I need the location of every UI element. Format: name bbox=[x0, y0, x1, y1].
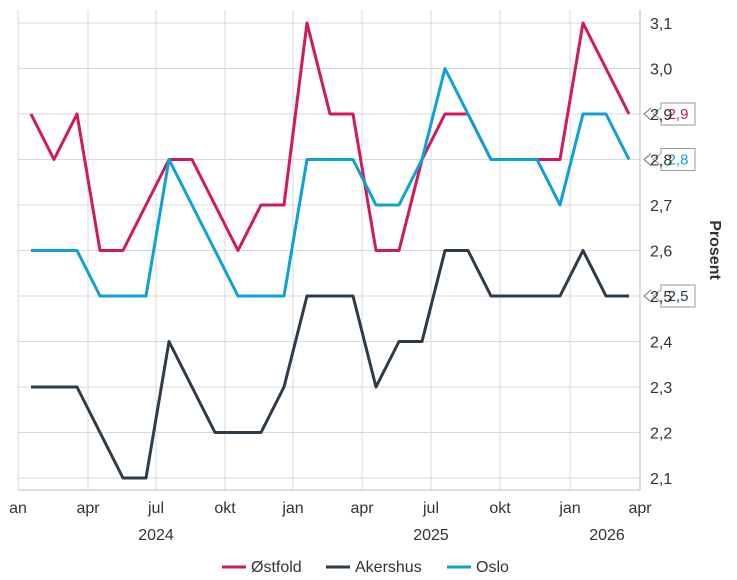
y-tick-label: 2,3 bbox=[650, 380, 672, 397]
y-tick-label: 2,9 bbox=[650, 107, 672, 124]
end-callout-box-oslo bbox=[652, 148, 696, 171]
end-callout-pointer bbox=[643, 289, 652, 303]
x-tick-label: jul bbox=[422, 500, 439, 517]
x-tick-label: apr bbox=[350, 500, 374, 517]
x-tick-label: jan bbox=[281, 500, 303, 517]
x-tick-label: apr bbox=[628, 500, 652, 517]
legend-item-ostfold[interactable]: Østfold bbox=[222, 559, 302, 576]
end-callout-label-akershus: 2,5 bbox=[668, 288, 689, 305]
legend-label: Akershus bbox=[355, 559, 422, 576]
y-tick-label: 2,5 bbox=[650, 289, 672, 306]
x-tick-label: okt bbox=[489, 500, 511, 517]
x-tick-label: an bbox=[9, 500, 27, 517]
x-tick-label: okt bbox=[214, 500, 236, 517]
y-tick-label: 2,6 bbox=[650, 244, 672, 261]
series-layer bbox=[29, 21, 631, 480]
end-value-callouts: 2,9 2,5 2,8 bbox=[643, 102, 696, 308]
series-line-akershus bbox=[31, 249, 629, 480]
end-callout-box-akershus bbox=[652, 284, 696, 308]
y-tick-label: 2,7 bbox=[650, 198, 672, 215]
x-year-label: 2025 bbox=[413, 527, 449, 544]
end-callout-box-ostfold bbox=[652, 102, 696, 126]
legend-label: Oslo bbox=[476, 559, 509, 576]
y-axis: 2,1 2,2 2,3 2,4 2,5 2,6 2,7 2,8 2,9 3,0 3,1 bbox=[639, 10, 672, 490]
x-year-label: 2026 bbox=[589, 527, 625, 544]
y-tick-label: 2,2 bbox=[650, 426, 672, 443]
x-axis: an apr jul okt jan apr jul okt jan apr 2024 2025 202… bbox=[9, 489, 652, 544]
x-tick-label: jul bbox=[147, 500, 164, 517]
legend-label: Østfold bbox=[251, 559, 302, 576]
y-axis-title: Prosent bbox=[706, 220, 723, 280]
y-tick-label: 2,1 bbox=[650, 471, 672, 488]
y-tick-label: 3,0 bbox=[650, 62, 672, 79]
end-callout-label-oslo: 2,8 bbox=[668, 152, 689, 169]
y-tick-label: 3,1 bbox=[650, 16, 672, 33]
y-tick-label: 2,8 bbox=[650, 153, 672, 170]
x-tick-label: apr bbox=[76, 500, 100, 517]
x-year-label: 2024 bbox=[138, 527, 174, 544]
x-tick-label: jan bbox=[558, 500, 580, 517]
end-callout-pointer bbox=[643, 107, 652, 121]
legend-item-akershus[interactable]: Akershus bbox=[326, 559, 422, 576]
y-tick-label: 2,4 bbox=[650, 335, 672, 352]
series-line-ostfold bbox=[29, 21, 631, 252]
legend: Østfold Akershus Oslo bbox=[222, 559, 509, 576]
end-callout-label-ostfold: 2,9 bbox=[668, 106, 689, 123]
legend-item-oslo[interactable]: Oslo bbox=[447, 559, 509, 576]
end-callout-pointer bbox=[643, 153, 652, 166]
series-line-oslo bbox=[31, 67, 631, 298]
